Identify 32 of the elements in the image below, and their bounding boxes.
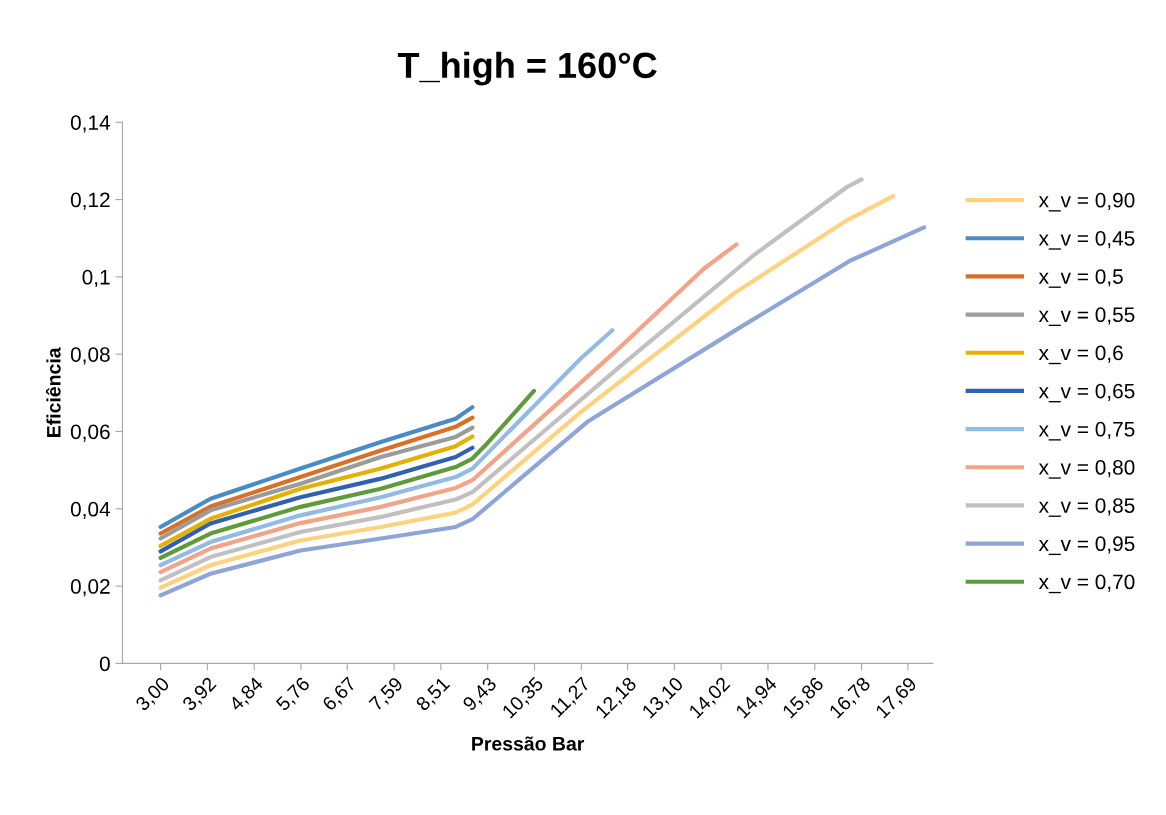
legend-label: x_v = 0,65	[1038, 383, 1135, 403]
legend-label: x_v = 0,95	[1038, 536, 1135, 556]
y-axis-title: Eficiência	[45, 347, 61, 437]
x-tick-label: 5,76	[275, 676, 313, 714]
y-tick-label: 0,1	[82, 269, 110, 288]
x-tick-label: 3,92	[181, 676, 219, 714]
legend-label: x_v = 0,75	[1038, 421, 1135, 441]
y-tick-label: 0,08	[70, 347, 110, 365]
x-tick-label: 4,84	[228, 675, 266, 714]
legend-label: x_v = 0,70	[1038, 574, 1135, 594]
y-tick-label: 0,06	[70, 424, 110, 442]
line-series	[158, 388, 537, 560]
x-tick-label: 3,00	[134, 676, 172, 714]
legend-label: x_v = 0,45	[1038, 230, 1135, 250]
y-tick-label: 0,02	[70, 579, 110, 597]
y-tick-label: 0,14	[70, 115, 111, 133]
line-series	[158, 328, 615, 568]
y-tick-label: 0,12	[70, 192, 110, 210]
y-tick-label: 0	[99, 656, 110, 672]
legend-label: x_v = 0,55	[1038, 307, 1135, 327]
legend-label: x_v = 0,5	[1038, 269, 1123, 288]
x-tick-label: 9,43	[461, 676, 499, 714]
legend-label: x_v = 0,85	[1038, 498, 1135, 517]
legend-label: x_v = 0,90	[1038, 192, 1135, 212]
legend-label: x_v = 0,80	[1038, 460, 1135, 479]
legend-label: x_v = 0,6	[1038, 345, 1123, 365]
chart-title: T_high = 160°C	[397, 51, 657, 86]
y-tick-label: 0,04	[70, 501, 111, 520]
x-axis-title: Pressão Bar	[472, 736, 585, 751]
x-tick-label: 7,59	[368, 676, 406, 713]
line-series	[158, 242, 739, 575]
x-tick-label: 8,51	[415, 676, 452, 714]
